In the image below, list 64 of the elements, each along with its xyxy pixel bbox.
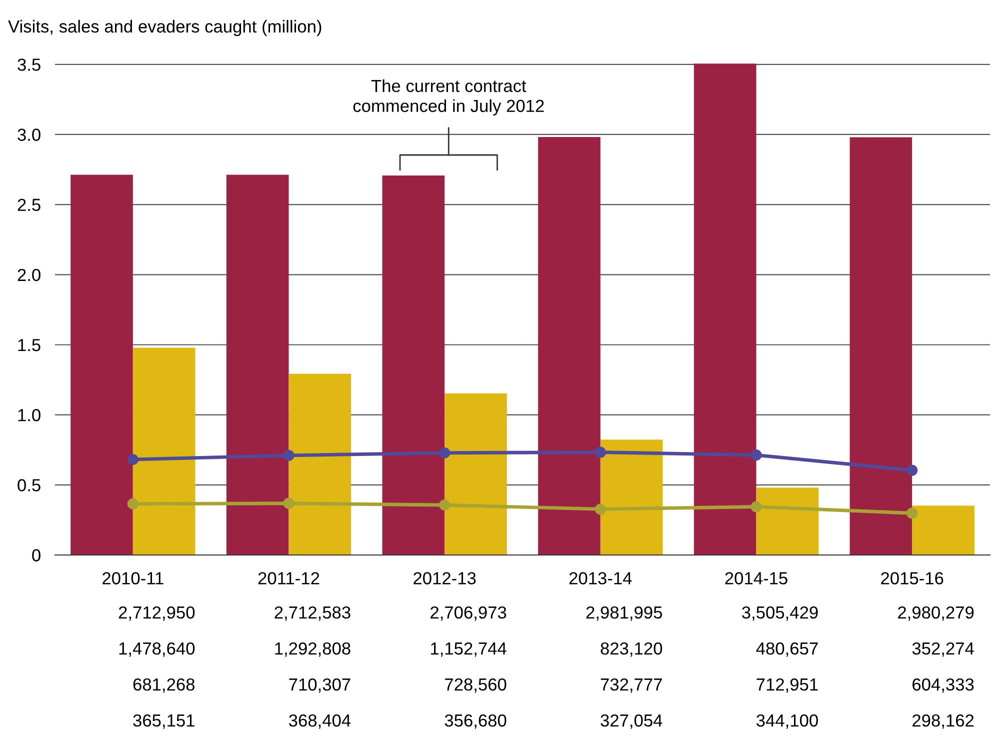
point xyxy=(750,450,762,461)
text: 298,162 xyxy=(912,714,974,729)
y-tick-label: 3.0 xyxy=(18,128,40,141)
text: 1,152,744 xyxy=(431,642,506,657)
point xyxy=(283,498,294,509)
bar xyxy=(756,488,819,555)
point xyxy=(594,504,606,515)
text: 728,560 xyxy=(445,678,506,693)
y-tick-label: 1.0 xyxy=(18,408,40,422)
bar xyxy=(288,374,352,555)
x-tick-label: 2014-15 xyxy=(725,572,788,584)
bar xyxy=(132,348,196,555)
bar xyxy=(912,506,974,555)
text: 1,478,640 xyxy=(119,642,195,657)
text: 732,777 xyxy=(600,678,662,693)
y-tick-label: 3.5 xyxy=(18,58,40,71)
text: 710,307 xyxy=(289,678,350,693)
text: 1,292,808 xyxy=(275,642,350,657)
y-tick-label: 0 xyxy=(32,549,40,562)
x-tick-label: 2010-11 xyxy=(102,572,164,584)
point xyxy=(283,450,294,461)
y-tick-label: 2.5 xyxy=(18,198,40,212)
text: 2,712,583 xyxy=(274,606,350,621)
annotation: The current contract commenced in July 2012 xyxy=(353,79,544,116)
text: 3,505,429 xyxy=(742,606,818,621)
point xyxy=(906,464,918,476)
text: 480,657 xyxy=(756,642,818,657)
text: 2,981,995 xyxy=(586,606,662,621)
point xyxy=(906,508,918,519)
point xyxy=(127,454,138,466)
y-tick-label: 1.5 xyxy=(18,339,40,352)
text: 712,951 xyxy=(756,678,818,693)
point xyxy=(750,501,762,512)
text: 2,712,950 xyxy=(118,606,195,621)
text: 352,274 xyxy=(912,642,974,657)
text: 681,268 xyxy=(133,678,194,693)
y-tick-label: 0.5 xyxy=(18,479,40,492)
text: 823,120 xyxy=(600,642,662,657)
y-tick-label: 2.0 xyxy=(18,268,40,282)
bar xyxy=(850,137,912,555)
text: 2,980,279 xyxy=(898,606,974,621)
text: 365,151 xyxy=(133,714,194,729)
bar xyxy=(600,440,663,555)
x-tick-label: 2015-16 xyxy=(881,572,944,584)
text: 2,706,973 xyxy=(430,606,506,621)
text: 604,333 xyxy=(912,678,974,693)
bar xyxy=(70,174,133,555)
y-axis-title: Visits, sales and evaders caught (million) xyxy=(8,20,322,36)
text: 327,054 xyxy=(600,714,662,729)
text: 356,680 xyxy=(444,714,506,729)
x-tick-label: 2011-12 xyxy=(258,572,320,584)
point xyxy=(594,446,606,458)
point xyxy=(439,499,450,511)
text: 368,404 xyxy=(288,714,351,729)
point xyxy=(439,447,450,458)
x-tick-label: 2013-14 xyxy=(569,572,632,584)
bar xyxy=(226,174,289,555)
text: 344,100 xyxy=(756,714,818,729)
point xyxy=(127,498,138,510)
bar xyxy=(444,393,507,555)
x-tick-label: 2012-13 xyxy=(414,572,476,584)
bar xyxy=(694,64,756,555)
bar xyxy=(382,176,445,555)
bar xyxy=(538,137,600,555)
